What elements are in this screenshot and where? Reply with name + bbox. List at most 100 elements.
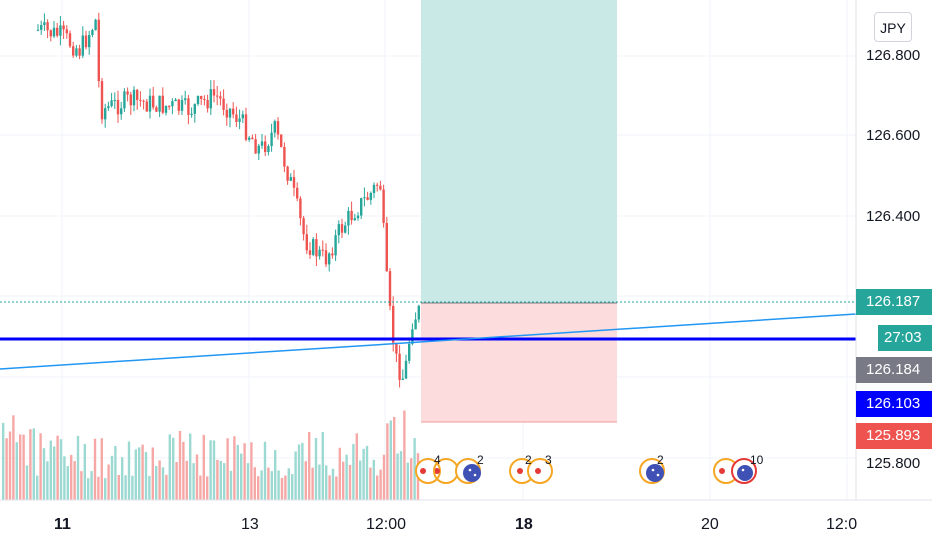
- candle-body: [219, 96, 222, 99]
- candle-body: [395, 342, 398, 354]
- volume-bar: [396, 453, 399, 500]
- candle-body: [222, 98, 225, 110]
- volume-bar: [240, 453, 243, 500]
- volume-bar: [87, 478, 90, 500]
- volume-bar: [253, 467, 256, 500]
- volume-bar: [22, 434, 25, 500]
- candle-body: [43, 22, 46, 26]
- volume-bar: [8, 431, 12, 500]
- volume-bar: [352, 443, 355, 500]
- volume-bar: [335, 476, 338, 500]
- candle-body: [283, 146, 286, 167]
- currency-button[interactable]: JPY: [874, 12, 912, 42]
- trend-line[interactable]: [0, 313, 857, 370]
- candle-body: [363, 197, 366, 199]
- volume-bar: [138, 447, 141, 500]
- volume-bar: [386, 423, 389, 500]
- volume-bar: [257, 476, 260, 500]
- volume-bar: [172, 437, 175, 500]
- candle-body: [411, 329, 414, 344]
- candle-body: [251, 137, 254, 140]
- candle-body: [305, 234, 308, 251]
- volume-bar: [107, 464, 110, 500]
- candle-body: [136, 89, 139, 100]
- candle-body: [244, 114, 248, 140]
- volume-bar: [29, 429, 32, 500]
- candle-body: [360, 198, 363, 216]
- price-label-126600: 126.600: [866, 127, 921, 144]
- event-group-3: [509, 458, 553, 484]
- price-label-126800: 126.800: [866, 47, 921, 64]
- candle-body: [155, 107, 158, 112]
- volume-bar: [53, 446, 56, 500]
- candle-body: [379, 185, 382, 190]
- candle-body: [142, 100, 145, 102]
- volume-bar: [161, 467, 165, 500]
- candle-body: [324, 250, 328, 265]
- volume-bar: [382, 454, 386, 500]
- volume-bar: [267, 467, 270, 500]
- candle-body: [366, 197, 369, 200]
- volume-bar: [284, 475, 287, 500]
- candle-body: [78, 48, 81, 56]
- candle-body: [46, 22, 49, 31]
- candle-body: [126, 91, 129, 95]
- candle-body: [414, 319, 417, 330]
- candle-body: [203, 98, 206, 101]
- volume-bar: [359, 460, 362, 500]
- volume-bar: [5, 438, 8, 500]
- candle-body: [334, 235, 337, 256]
- candle-body: [100, 81, 104, 120]
- candle-body: [296, 187, 299, 199]
- volume-bar: [144, 451, 148, 500]
- candle-body: [206, 100, 209, 109]
- candle-body: [417, 305, 420, 320]
- event-count-2: 2: [477, 453, 484, 467]
- countdown-tag: 27:03: [878, 325, 932, 351]
- volume-bar: [355, 433, 358, 500]
- volume-bar: [189, 433, 192, 500]
- volume-bar: [399, 451, 403, 500]
- candle-body: [116, 100, 120, 115]
- candle-body: [184, 98, 187, 101]
- volume-bar: [321, 431, 324, 500]
- candle-body: [59, 25, 62, 36]
- profit-zone[interactable]: [421, 0, 617, 303]
- candle-body: [196, 96, 200, 105]
- volume-bar: [393, 416, 396, 500]
- candle-body: [273, 121, 276, 133]
- volume-bar: [229, 470, 233, 500]
- candle-body: [123, 91, 126, 109]
- volume-bar: [97, 476, 100, 500]
- candle-body: [276, 121, 280, 135]
- last-price-tag: 126.187: [856, 289, 932, 315]
- candle-body: [193, 104, 196, 114]
- candle-body: [328, 253, 331, 265]
- loss-zone[interactable]: [421, 303, 617, 422]
- candle-body: [110, 100, 113, 107]
- volume-bar: [124, 475, 127, 500]
- candle-body: [56, 27, 59, 36]
- volume-bar: [372, 459, 375, 500]
- volume-bar: [297, 444, 301, 500]
- volume-bar: [66, 466, 69, 500]
- volume-bar: [291, 474, 294, 500]
- volume-bar: [308, 432, 311, 500]
- volume-bar: [338, 447, 341, 500]
- candle-body: [260, 141, 264, 146]
- volume-bar: [223, 463, 226, 500]
- volume-bar: [155, 465, 158, 500]
- volume-bar: [2, 422, 5, 500]
- volume-bar: [226, 438, 229, 500]
- time-label-13: 13: [241, 516, 259, 533]
- volume-bar: [233, 436, 236, 500]
- volume-bar: [114, 445, 117, 500]
- volume-bar: [185, 460, 188, 500]
- volume-bar: [49, 440, 52, 500]
- events-row[interactable]: [415, 458, 757, 484]
- volume-bar: [403, 410, 406, 500]
- volume-bar: [219, 460, 222, 500]
- volume-bar: [121, 457, 124, 500]
- candle-body: [62, 25, 65, 30]
